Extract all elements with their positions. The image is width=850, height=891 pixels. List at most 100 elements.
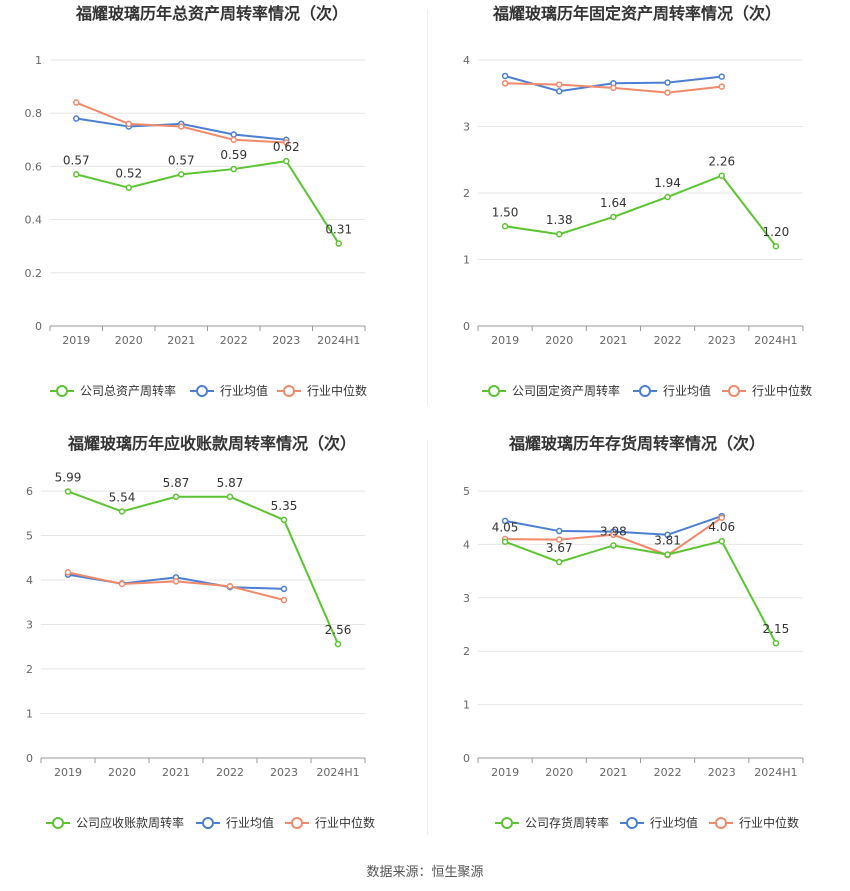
legend-marker [501, 817, 513, 829]
chart-svg: 福耀玻璃历年应收账款周转率情况（次） 0 1 2 3 4 5 6 2019 2020 2021 202… [26, 434, 375, 830]
median-point [125, 120, 132, 128]
avg-point [556, 88, 563, 95]
avg-point [73, 115, 80, 122]
legend-marker [56, 385, 68, 397]
y-tick-label: 0 [35, 320, 42, 333]
y-tick-label: 2 [463, 645, 470, 658]
y-tick-label: 3 [463, 592, 470, 605]
company-point [125, 184, 132, 191]
x-tick-label: 2024H1 [754, 766, 797, 779]
x-tick-label: 2023 [708, 334, 736, 347]
legend-marker [52, 817, 64, 829]
legend-label: 行业中位数 [739, 815, 799, 830]
median-point [118, 580, 126, 588]
legend-item: 行业中位数 [285, 815, 375, 830]
legend-item: 公司固定资产周转率 [482, 383, 620, 398]
median-point [556, 81, 563, 88]
median-point [73, 99, 80, 106]
y-tick-label: 0.4 [25, 214, 43, 227]
y-tick-label: 0 [463, 752, 470, 765]
legend-marker [728, 385, 740, 397]
company-series-line [76, 159, 340, 245]
x-tick-label: 2021 [167, 334, 195, 347]
legend-item: 行业均值 [190, 383, 268, 398]
legend-marker [626, 817, 638, 829]
x-tick-label: 2022 [654, 334, 682, 347]
legend-label: 公司总资产周转率 [80, 383, 176, 398]
divider [427, 10, 428, 405]
chart-svg: 福耀玻璃历年总资产周转率情况（次） 0 0.2 0.4 0.6 0.8 1 2019 2020 2… [25, 4, 368, 398]
company-point [283, 157, 290, 165]
x-tick-label: 2019 [62, 334, 90, 347]
median-point [178, 123, 185, 130]
avg-point [501, 72, 509, 80]
data-label: 5.87 [217, 476, 244, 490]
y-tick-label: 0 [463, 320, 470, 333]
legend-item: 行业均值 [633, 383, 711, 398]
company-point [226, 493, 234, 501]
avg-point [501, 517, 509, 525]
company-point [772, 242, 780, 250]
x-tick-label: 2019 [54, 766, 82, 779]
avg-point [664, 531, 671, 539]
divider [427, 440, 428, 835]
y-tick-label: 0.8 [25, 107, 43, 120]
avg-point [230, 131, 237, 138]
legend-marker [715, 817, 727, 829]
chart-inventory-turnover: 福耀玻璃历年存货周转率情况（次） 0 1 2 3 4 5 2019 2020 2021 2022 20… [425, 430, 850, 860]
y-tick-label: 3 [463, 121, 470, 134]
data-label: 1.20 [763, 225, 790, 239]
company-point [664, 551, 671, 558]
data-label: 1.64 [600, 196, 627, 210]
y-tick-label: 0 [26, 752, 33, 765]
data-label: 0.62 [273, 140, 300, 154]
chart-svg: 福耀玻璃历年固定资产周转率情况（次） 0 1 2 3 4 2019 2020 2021 2022 2… [463, 4, 812, 398]
y-tick-label: 3 [26, 619, 33, 632]
company-series-line [504, 540, 777, 644]
median-point [226, 582, 234, 590]
y-tick-label: 0.2 [25, 267, 43, 280]
y-tick-label: 2 [26, 663, 33, 676]
legend-item: 公司存货周转率 [495, 815, 609, 830]
company-point [73, 171, 80, 178]
data-label: 0.52 [115, 167, 142, 181]
x-tick-label: 2019 [491, 334, 519, 347]
chart-title: 福耀玻璃历年总资产周转率情况（次） [75, 4, 348, 23]
company-point [556, 558, 563, 566]
avg-point [718, 73, 725, 80]
company-point [772, 639, 780, 647]
data-label: 5.87 [163, 476, 190, 490]
company-point [280, 516, 288, 524]
x-tick-label: 2023 [708, 766, 736, 779]
legend-marker [196, 385, 208, 397]
data-label: 3.67 [546, 541, 573, 555]
legend-item: 行业中位数 [722, 383, 812, 398]
data-label: 0.31 [325, 223, 352, 237]
avg-point [664, 79, 671, 86]
company-point [610, 213, 617, 221]
data-label: 4.06 [708, 520, 735, 534]
legend-label: 行业均值 [663, 383, 711, 398]
x-tick-label: 2021 [599, 766, 627, 779]
median-point [664, 89, 671, 96]
y-tick-label: 5 [463, 485, 470, 498]
company-point [556, 230, 563, 238]
chart-receivables-turnover: 福耀玻璃历年应收账款周转率情况（次） 0 1 2 3 4 5 6 2019 2020 2021 202… [0, 430, 425, 860]
chart-title: 福耀玻璃历年应收账款周转率情况（次） [67, 434, 356, 453]
legend-marker [291, 817, 303, 829]
median-point [172, 578, 180, 585]
median-point [64, 569, 72, 576]
x-tick-label: 2020 [108, 766, 136, 779]
avg-point [280, 585, 288, 593]
data-label: 3.98 [600, 524, 627, 538]
x-tick-label: 2021 [599, 334, 627, 347]
legend-label: 行业中位数 [752, 383, 812, 398]
x-tick-label: 2023 [270, 766, 298, 779]
data-label: 1.94 [654, 176, 681, 190]
data-label: 2.56 [325, 623, 352, 637]
legend-label: 行业中位数 [315, 815, 375, 830]
company-series-line [67, 490, 339, 645]
y-tick-label: 1 [26, 708, 33, 721]
x-tick-label: 2022 [216, 766, 244, 779]
median-point [280, 596, 288, 604]
